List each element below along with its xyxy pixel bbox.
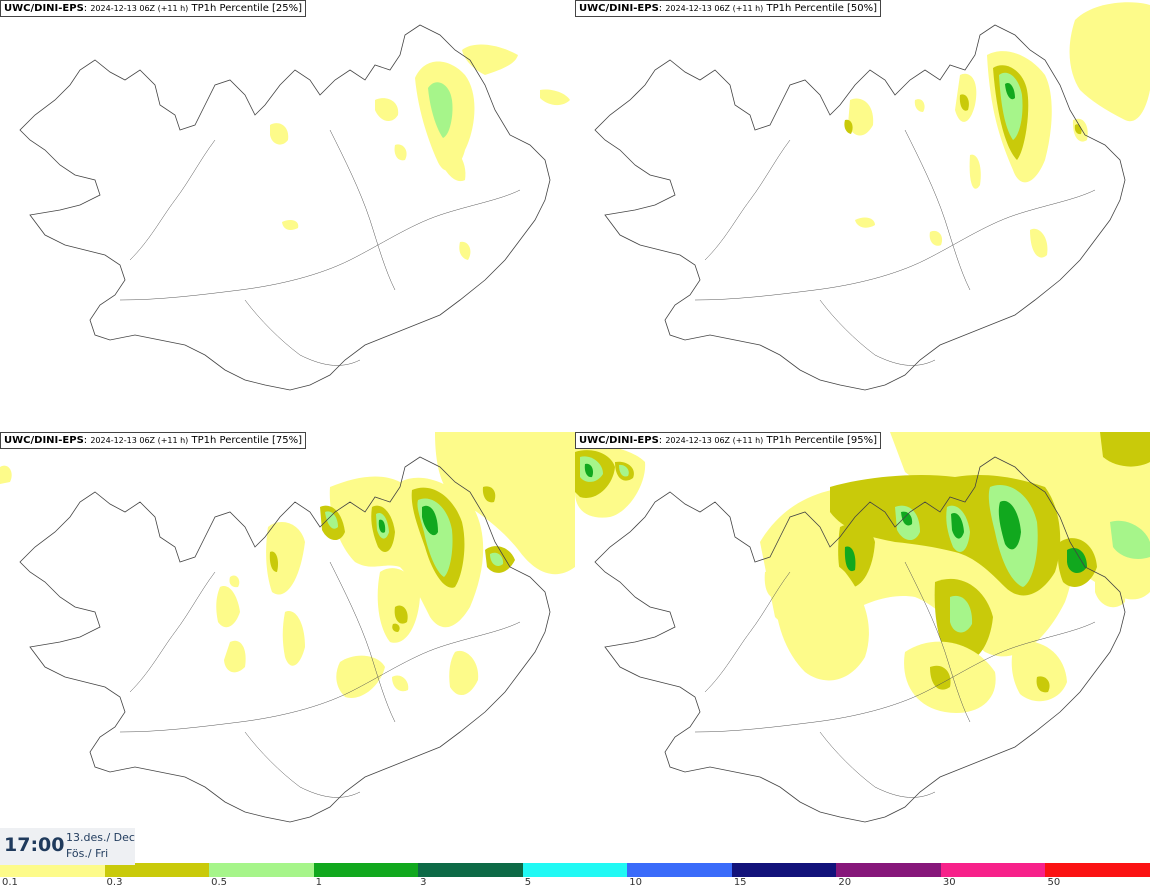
roads (119, 561, 521, 798)
precip-shading (575, 432, 1150, 713)
panel-title: UWC/DINI-EPS: 2024-12-13 06Z (+11 h) TP1… (0, 0, 307, 17)
legend-swatch (209, 863, 314, 877)
legend-swatch (731, 863, 837, 877)
legend-tick-label: 3 (420, 877, 427, 888)
legend-tick-label: 10 (629, 877, 642, 888)
legend-swatch (940, 863, 1046, 877)
legend-swatch (313, 863, 419, 877)
iceland-map (575, 432, 1150, 823)
iceland-map (0, 432, 575, 823)
legend-swatch (522, 863, 628, 877)
roads (694, 129, 1096, 366)
legend-tick-label: 0.3 (106, 877, 123, 888)
panel-title: UWC/DINI-EPS: 2024-12-13 06Z (+11 h) TP1… (0, 432, 307, 449)
iceland-map (19, 24, 570, 391)
valid-day: Fös./ Fri (66, 847, 109, 860)
legend-swatch (836, 863, 941, 877)
legend-swatch (627, 863, 732, 877)
panel-title: UWC/DINI-EPS: 2024-12-13 06Z (+11 h) TP1… (575, 432, 882, 449)
coastline (594, 456, 1126, 823)
roads (694, 561, 1096, 798)
roads (119, 129, 521, 366)
legend-swatch (104, 863, 210, 877)
map-panel-p75: UWC/DINI-EPS: 2024-12-13 06Z (+11 h) TP1… (0, 432, 575, 864)
panel-title: UWC/DINI-EPS: 2024-12-13 06Z (+11 h) TP1… (575, 0, 882, 17)
valid-time: 17:00 (4, 834, 65, 856)
legend-tick-label: 0.5 (211, 877, 227, 888)
legend-tick-label: 0.1 (2, 877, 18, 888)
color-legend (0, 863, 1150, 877)
legend-tick-label: 30 (942, 877, 956, 888)
legend-swatch (0, 863, 105, 877)
precip-shading (844, 2, 1150, 258)
valid-date: 13.des./ Dec (66, 831, 135, 844)
legend-tick-label: 20 (838, 877, 852, 888)
coastline (19, 456, 551, 823)
legend-tick-label: 15 (733, 877, 747, 888)
map-panel-p25: UWC/DINI-EPS: 2024-12-13 06Z (+11 h) TP1… (0, 0, 575, 432)
legend-tick-label: 1 (315, 877, 322, 888)
legend-swatch (418, 863, 523, 877)
legend-swatch (1045, 863, 1150, 877)
precip-shading (270, 44, 570, 260)
legend-tick-label: 5 (524, 877, 532, 888)
map-panel-p50: UWC/DINI-EPS: 2024-12-13 06Z (+11 h) TP1… (575, 0, 1150, 432)
precip-shading (0, 432, 575, 698)
iceland-map (594, 2, 1150, 391)
legend-tick-label: 50 (1047, 877, 1061, 888)
coastline (594, 24, 1126, 391)
coastline (19, 24, 551, 391)
legend-ticks: 0.1 0.3 0.5 1 3 5 10 15 20 30 50 (0, 877, 1150, 891)
valid-time-box: 17:00 13.des./ Dec Fös./ Fri (0, 828, 135, 865)
map-panel-p95: UWC/DINI-EPS: 2024-12-13 06Z (+11 h) TP1… (575, 432, 1150, 864)
